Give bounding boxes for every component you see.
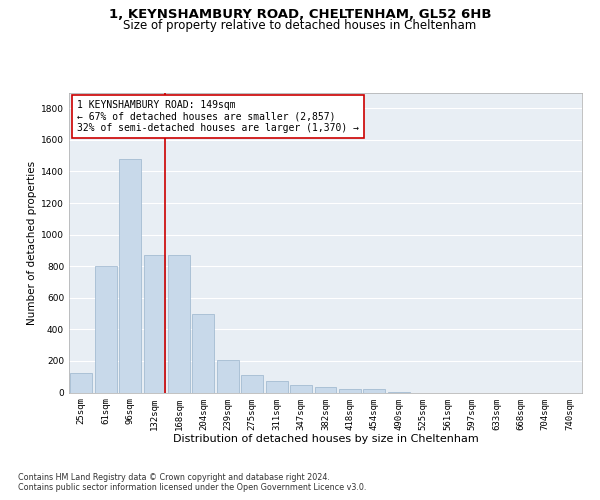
- Bar: [339, 390, 361, 392]
- Bar: [193, 314, 214, 392]
- Bar: [241, 375, 263, 392]
- Text: Contains HM Land Registry data © Crown copyright and database right 2024.: Contains HM Land Registry data © Crown c…: [18, 472, 330, 482]
- Bar: [70, 373, 92, 392]
- Bar: [266, 382, 287, 392]
- Y-axis label: Number of detached properties: Number of detached properties: [27, 160, 37, 324]
- Text: Size of property relative to detached houses in Cheltenham: Size of property relative to detached ho…: [124, 18, 476, 32]
- Bar: [95, 266, 116, 392]
- Bar: [364, 390, 385, 392]
- Bar: [290, 384, 312, 392]
- Text: Contains public sector information licensed under the Open Government Licence v3: Contains public sector information licen…: [18, 484, 367, 492]
- X-axis label: Distribution of detached houses by size in Cheltenham: Distribution of detached houses by size …: [173, 434, 478, 444]
- Bar: [119, 159, 141, 392]
- Text: 1, KEYNSHAMBURY ROAD, CHELTENHAM, GL52 6HB: 1, KEYNSHAMBURY ROAD, CHELTENHAM, GL52 6…: [109, 8, 491, 20]
- Bar: [143, 255, 166, 392]
- Bar: [168, 255, 190, 392]
- Text: 1 KEYNSHAMBURY ROAD: 149sqm
← 67% of detached houses are smaller (2,857)
32% of : 1 KEYNSHAMBURY ROAD: 149sqm ← 67% of det…: [77, 100, 359, 133]
- Bar: [314, 387, 337, 392]
- Bar: [217, 360, 239, 392]
